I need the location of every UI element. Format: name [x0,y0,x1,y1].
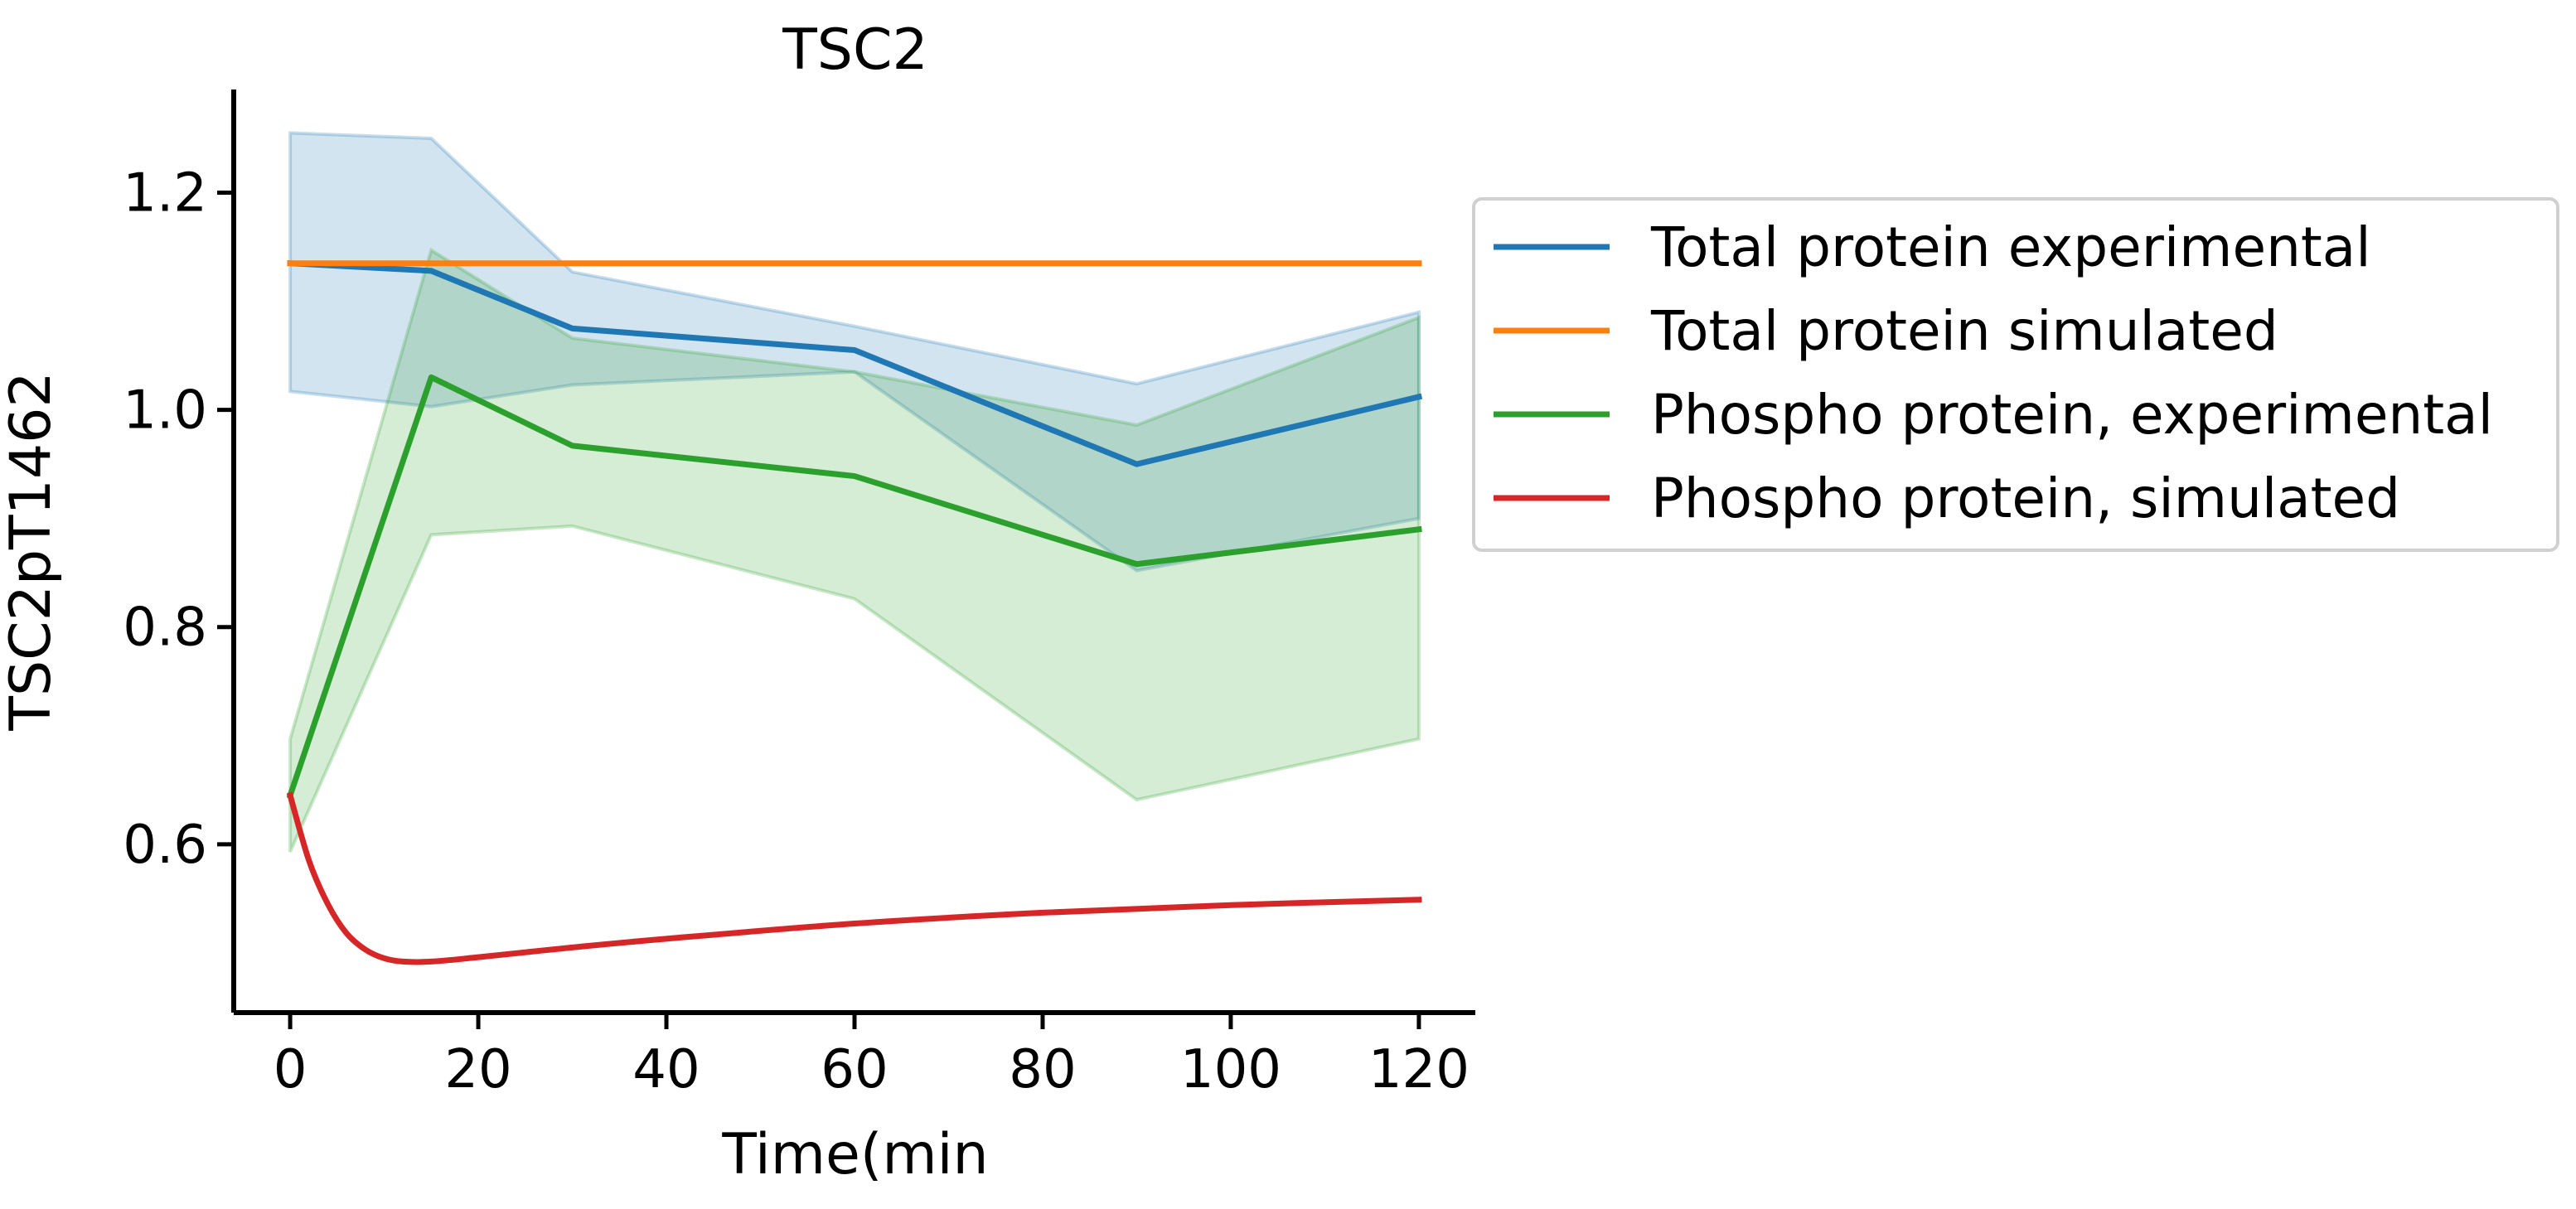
phospho-protein-simulated-line [286,791,1422,965]
confidence-bands [288,131,1421,853]
legend: Total protein experimental Total protein … [1472,197,2559,552]
x-tick-label: 80 [1009,1039,1076,1100]
y-tick-label: 1.2 [123,163,207,225]
x-axis-label: Time(min [721,1122,988,1187]
x-tick-label: 40 [632,1039,700,1100]
phospho-protein-experimental-band [288,247,1421,853]
total-protein-experimental-line [287,260,1423,467]
series-lines [286,260,1423,965]
x-tick-label: 120 [1368,1039,1470,1100]
legend-box [1472,197,2559,552]
x-tick-label: 60 [821,1039,888,1100]
y-tick-label: 1.0 [123,380,207,442]
y-tick-label: 0.8 [123,597,207,659]
legend-label: Total protein simulated [1650,299,2278,363]
x-tick-label: 0 [274,1039,307,1100]
y-axis-label: TSC2pT1462 [0,371,64,731]
x-tick-label: 20 [444,1039,511,1100]
axes: 0 20 40 60 80 100 120 0.6 0.8 1.0 1.2 [123,89,1475,1100]
legend-label: Total protein experimental [1650,215,2371,279]
legend-label: Phospho protein, simulated [1651,467,2400,530]
legend-label: Phospho protein, experimental [1651,383,2493,447]
x-tick-label: 100 [1180,1039,1281,1100]
y-tick-label: 0.6 [123,815,207,876]
chart-title: TSC2 [782,17,927,83]
phospho-protein-experimental-line [286,374,1422,800]
